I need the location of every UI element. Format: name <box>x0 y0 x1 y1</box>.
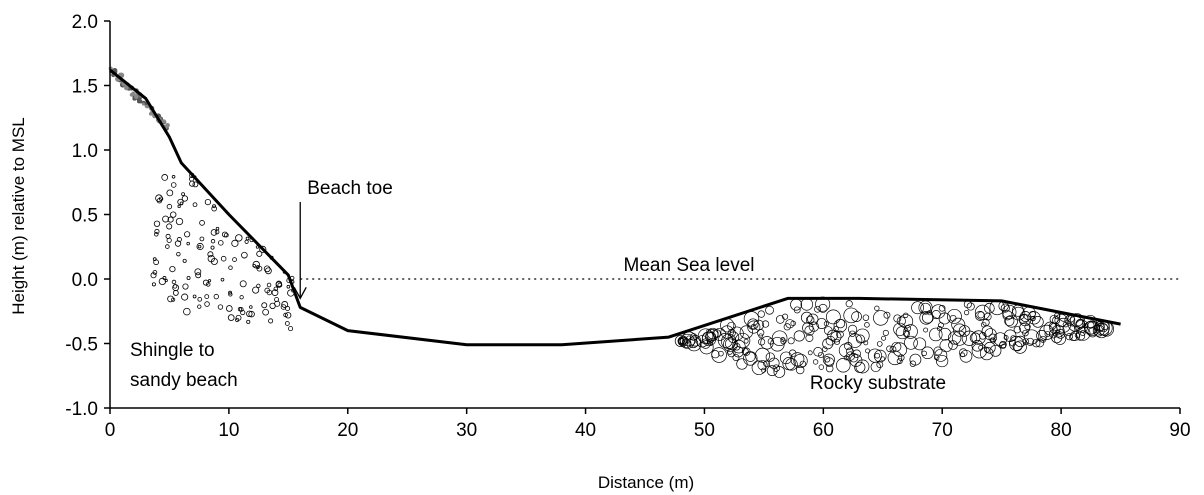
x-tick-label: 50 <box>694 420 715 441</box>
y-ticks: 2.0 1.5 1.0 0.5 0.0 -0.5 -1.0 <box>65 12 110 420</box>
substrate-texture <box>108 66 1115 378</box>
x-tick-label: 10 <box>218 420 239 441</box>
beach-toe-arrow <box>293 202 307 300</box>
x-tick-label: 80 <box>1051 420 1072 441</box>
y-tick-label: 0.5 <box>72 206 98 227</box>
x-ticks: 0 10 20 30 40 50 60 70 80 90 <box>105 408 1191 441</box>
x-tick-label: 40 <box>575 420 596 441</box>
shingle-label-line1: Shingle to <box>130 340 215 361</box>
y-tick-label: 1.0 <box>72 141 98 162</box>
x-tick-label: 70 <box>932 420 953 441</box>
mean-sea-level-label: Mean Sea level <box>624 255 755 276</box>
x-axis-label: Distance (m) <box>598 473 694 492</box>
y-tick-label: 2.0 <box>72 12 98 33</box>
x-tick-label: 60 <box>813 420 834 441</box>
y-tick-label: -0.5 <box>65 335 98 356</box>
x-tick-label: 0 <box>105 420 116 441</box>
y-tick-label: 0.0 <box>72 270 98 291</box>
y-tick-label: 1.5 <box>72 77 98 98</box>
y-axis-label: Height (m) relative to MSL <box>9 117 28 314</box>
x-tick-label: 90 <box>1169 420 1190 441</box>
x-tick-label: 30 <box>456 420 477 441</box>
beach-profile-line <box>109 68 1121 347</box>
shingle-label-line2: sandy beach <box>130 370 238 391</box>
x-tick-label: 20 <box>337 420 358 441</box>
rocky-substrate-label: Rocky substrate <box>810 373 946 394</box>
y-tick-label: -1.0 <box>65 399 98 420</box>
beach-toe-label: Beach toe <box>307 178 393 199</box>
